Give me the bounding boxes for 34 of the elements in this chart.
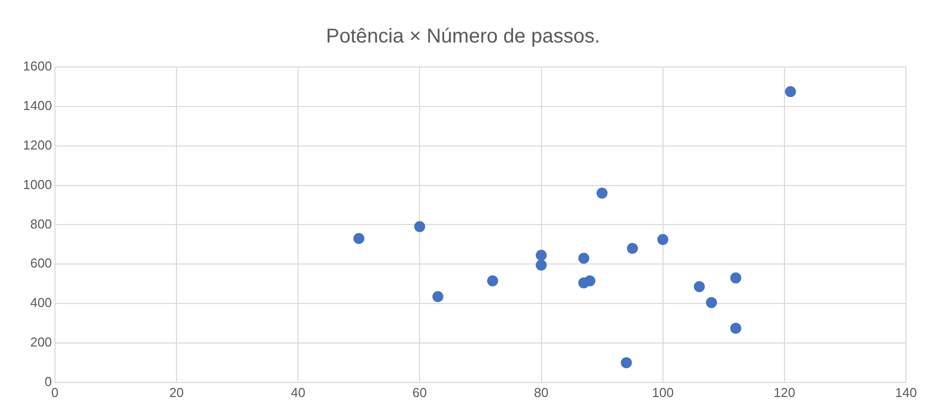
y-tick-label: 600	[30, 256, 52, 271]
x-tick-label: 80	[534, 384, 548, 400]
x-tick-label: 20	[169, 384, 184, 400]
x-tick-label: 140	[895, 384, 917, 400]
point	[536, 250, 547, 261]
x-tick-label: 40	[290, 384, 306, 400]
chart-title: Potência × Número de passos.	[326, 26, 600, 48]
point	[694, 281, 705, 292]
x-tick-label: 120	[774, 384, 796, 400]
y-tick-label: 0	[44, 374, 52, 389]
point	[730, 322, 742, 334]
y-tick-label: 1600	[23, 58, 52, 74]
x-tick-label: 100	[652, 384, 674, 400]
point	[626, 242, 638, 254]
y-tick-label: 1000	[23, 176, 52, 192]
point	[657, 234, 668, 245]
point	[432, 291, 444, 302]
y-tick-label: 200	[30, 334, 52, 350]
y-tick-label: 400	[30, 295, 52, 310]
y-tick-label: 1400	[23, 98, 52, 114]
point	[730, 272, 742, 284]
point	[487, 275, 498, 286]
point	[596, 188, 608, 199]
point	[578, 252, 590, 264]
y-tick-label: 1200	[23, 137, 52, 152]
point	[784, 86, 796, 98]
point	[414, 221, 426, 232]
point	[620, 357, 632, 368]
point	[353, 233, 364, 244]
point	[706, 297, 717, 308]
point	[536, 260, 547, 271]
y-tick-label: 800	[30, 216, 52, 232]
x-tick-label: 60	[412, 384, 427, 400]
point	[584, 275, 596, 286]
